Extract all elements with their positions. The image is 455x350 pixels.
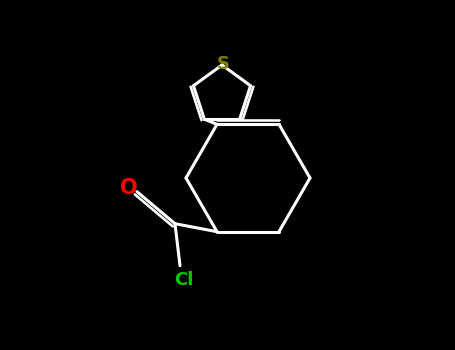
Text: Cl: Cl [174,271,194,289]
Text: O: O [120,178,138,198]
Text: S: S [217,55,229,73]
